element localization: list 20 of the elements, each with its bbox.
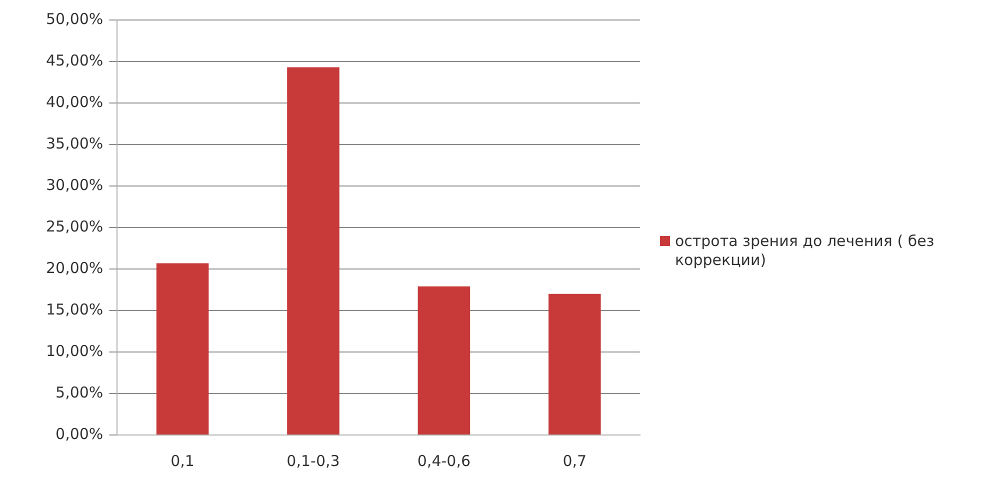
y-tick-label: 50,00% [46,10,104,28]
y-tick-label: 30,00% [46,176,104,194]
y-tick-label: 20,00% [46,258,104,277]
x-tick-label: 0,1 [170,452,194,470]
x-tick-label: 0,4-0,6 [417,452,471,470]
bar [156,263,209,434]
y-tick-label: 45,00% [46,51,104,70]
bar [418,286,470,434]
y-tick-label: 15,00% [46,300,104,318]
y-tick-label: 40,00% [46,92,104,111]
x-tick-label: 0,7 [562,452,587,470]
y-tick-label: 10,00% [46,342,104,360]
y-tick-label: 25,00% [46,217,104,236]
x-tick-label: 0,1-0,3 [286,452,340,470]
legend-label: острота зрения до лечения ( без коррекции) [675,232,936,270]
y-tick-label: 5,00% [56,383,104,402]
bar [287,67,340,434]
bar [548,294,601,434]
y-tick-label: 35,00% [46,134,104,152]
y-tick-label: 0,00% [56,424,104,443]
